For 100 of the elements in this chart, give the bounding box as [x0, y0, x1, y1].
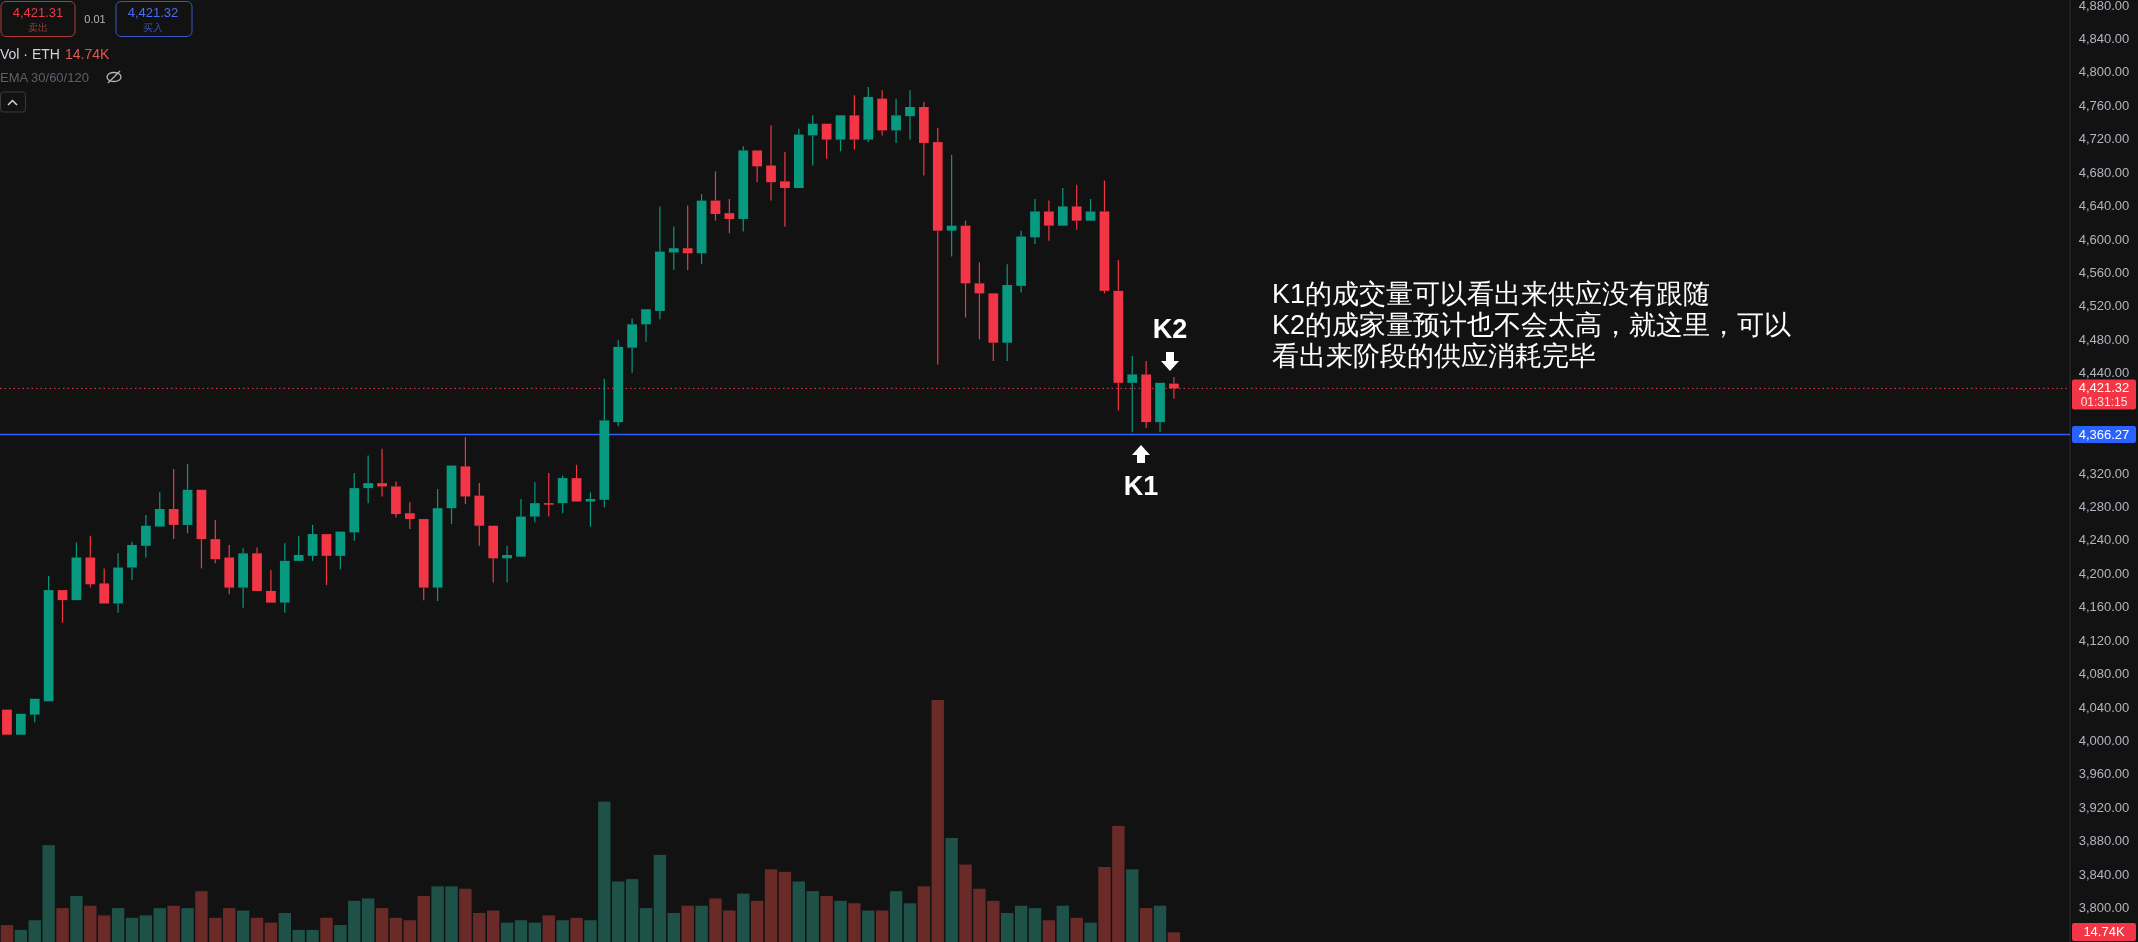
candlestick: [502, 545, 512, 584]
bar: [1056, 905, 1069, 942]
bar: [834, 900, 847, 942]
bar: [1084, 922, 1097, 942]
ref-line-label: 4,366.27: [2078, 426, 2130, 442]
candlestick: [766, 124, 776, 202]
y-tick-label: 4,440.00: [2078, 365, 2130, 381]
y-tick-label: 3,920.00: [2078, 799, 2130, 815]
candlestick: [1155, 382, 1165, 433]
candlestick: [641, 309, 651, 343]
bar: [542, 915, 555, 942]
candlestick: [807, 114, 818, 167]
bar: [181, 908, 194, 942]
bar: [653, 854, 667, 942]
bar: [750, 900, 764, 942]
bar: [1014, 905, 1028, 942]
candlestick: [1044, 200, 1054, 242]
bar: [98, 915, 111, 942]
y-tick-label: 4,120.00: [2078, 632, 2130, 648]
candlestick: [57, 590, 68, 624]
bar: [1139, 908, 1153, 942]
y-tick-label: 4,880.00: [2078, 0, 2130, 13]
candlestick: [530, 481, 540, 523]
candlestick: [1016, 230, 1026, 294]
bar: [125, 917, 139, 942]
y-tick-label: 4,640.00: [2078, 198, 2130, 214]
y-tick-label: 4,200.00: [2078, 565, 2130, 581]
candlestick: [1002, 263, 1013, 362]
bar: [361, 898, 375, 942]
candlestick: [919, 101, 929, 177]
candlestick: [127, 541, 137, 581]
candlestick: [85, 535, 96, 589]
candlestick: [1057, 187, 1068, 226]
y-tick-label: 3,960.00: [2078, 766, 2130, 782]
bar: [917, 886, 931, 942]
bar: [1153, 905, 1167, 942]
bar: [667, 912, 680, 942]
bar: [14, 929, 28, 942]
bar: [1028, 908, 1042, 942]
y-tick-label: 4,600.00: [2078, 231, 2130, 247]
bar: [806, 891, 819, 942]
bar: [403, 920, 417, 942]
candlestick: [266, 569, 276, 603]
y-tick-label: 4,280.00: [2078, 499, 2130, 515]
y-tick-label: 4,560.00: [2078, 264, 2130, 280]
bar: [903, 903, 917, 942]
candlestick: [113, 552, 123, 614]
bar: [875, 910, 889, 942]
bar: [56, 908, 69, 942]
y-tick-label: 4,760.00: [2078, 97, 2130, 113]
bar: [792, 881, 806, 942]
candlestick: [1030, 198, 1040, 245]
bar: [778, 871, 792, 942]
bar: [1126, 869, 1139, 942]
y-tick-label: 4,800.00: [2078, 64, 2130, 80]
candlestick: [238, 547, 248, 609]
candlestick: [974, 261, 985, 340]
bar: [1070, 917, 1083, 942]
bar: [486, 910, 500, 942]
bar: [556, 920, 569, 942]
y-tick-label: 4,320.00: [2078, 465, 2130, 481]
y-tick-label: 4,000.00: [2078, 733, 2130, 749]
bar: [625, 879, 639, 942]
bar: [111, 908, 125, 942]
bar: [264, 922, 278, 942]
bar: [570, 917, 583, 942]
candlestick: [488, 525, 499, 584]
bar: [153, 908, 166, 942]
bar: [417, 896, 430, 942]
candlestick: [321, 534, 332, 586]
bar: [639, 908, 653, 942]
y-tick-label: 4,160.00: [2078, 599, 2130, 615]
bar: [70, 896, 83, 942]
candlestick: [1127, 355, 1138, 433]
bar: [375, 908, 389, 942]
candlestick: [946, 154, 957, 258]
bar: [1001, 912, 1014, 942]
y-tick-label: 3,880.00: [2078, 833, 2130, 849]
bar: [931, 700, 944, 942]
bar: [389, 917, 403, 942]
bar: [862, 910, 875, 942]
bar: [764, 869, 778, 942]
bar: [500, 922, 514, 942]
y-tick-label: 4,480.00: [2078, 331, 2130, 347]
candlestick: [391, 480, 401, 518]
y-tick-label: 4,040.00: [2078, 699, 2130, 715]
candlestick: [988, 293, 999, 362]
bar: [236, 910, 250, 942]
candlestick: [780, 151, 790, 228]
bar: [167, 905, 180, 942]
candlestick: [516, 498, 526, 557]
bar: [250, 917, 264, 942]
y-tick-label: 3,800.00: [2078, 900, 2130, 916]
candlestick: [252, 546, 262, 591]
candlestick: [377, 448, 387, 498]
candlestick: [196, 489, 207, 569]
bar: [681, 905, 694, 942]
bar: [528, 922, 542, 942]
bar: [695, 905, 708, 942]
y-tick-label: 3,840.00: [2078, 866, 2130, 882]
